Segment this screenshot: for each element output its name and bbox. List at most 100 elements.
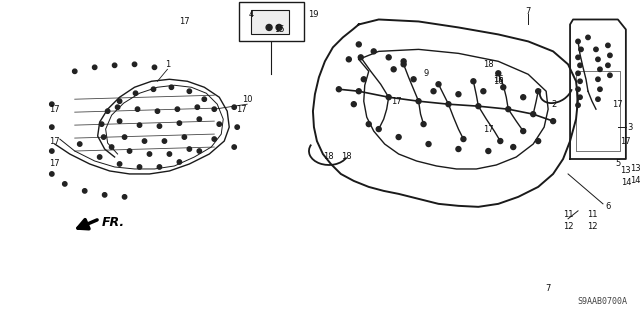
Circle shape bbox=[127, 149, 132, 153]
Circle shape bbox=[232, 105, 236, 109]
Circle shape bbox=[416, 99, 421, 104]
Circle shape bbox=[187, 89, 191, 93]
Circle shape bbox=[401, 59, 406, 64]
Circle shape bbox=[456, 92, 461, 97]
Circle shape bbox=[576, 39, 580, 44]
Circle shape bbox=[142, 139, 147, 143]
Circle shape bbox=[197, 149, 202, 153]
Circle shape bbox=[169, 85, 173, 89]
Circle shape bbox=[446, 102, 451, 107]
Circle shape bbox=[63, 182, 67, 186]
Text: 1: 1 bbox=[165, 60, 170, 69]
Circle shape bbox=[135, 107, 140, 111]
Circle shape bbox=[351, 102, 356, 107]
Circle shape bbox=[151, 87, 156, 92]
Circle shape bbox=[496, 71, 500, 76]
Circle shape bbox=[102, 193, 107, 197]
Text: 18: 18 bbox=[324, 152, 334, 160]
Circle shape bbox=[401, 62, 406, 67]
Circle shape bbox=[202, 97, 207, 101]
Circle shape bbox=[138, 123, 141, 127]
Circle shape bbox=[471, 79, 476, 84]
Circle shape bbox=[608, 53, 612, 57]
Circle shape bbox=[426, 142, 431, 146]
Circle shape bbox=[579, 47, 583, 52]
Circle shape bbox=[376, 127, 381, 132]
Text: 10: 10 bbox=[242, 95, 252, 104]
Circle shape bbox=[212, 107, 216, 111]
Text: 13: 13 bbox=[630, 165, 640, 174]
Circle shape bbox=[163, 139, 166, 143]
Text: 14: 14 bbox=[621, 178, 631, 188]
Circle shape bbox=[356, 42, 361, 47]
Circle shape bbox=[50, 125, 54, 129]
Circle shape bbox=[102, 135, 106, 139]
Text: 14: 14 bbox=[630, 176, 640, 185]
Circle shape bbox=[578, 95, 582, 100]
Circle shape bbox=[122, 135, 127, 139]
Text: 3: 3 bbox=[627, 122, 632, 132]
Circle shape bbox=[266, 25, 272, 30]
Circle shape bbox=[115, 105, 120, 109]
Bar bbox=[251, 10, 289, 34]
Text: 12: 12 bbox=[563, 222, 573, 231]
Text: 12: 12 bbox=[587, 222, 597, 231]
Circle shape bbox=[122, 195, 127, 199]
Circle shape bbox=[177, 160, 182, 164]
Text: 15: 15 bbox=[274, 25, 284, 34]
Text: 17: 17 bbox=[621, 137, 631, 145]
Circle shape bbox=[152, 65, 157, 70]
Circle shape bbox=[436, 82, 441, 87]
Circle shape bbox=[578, 79, 582, 84]
Circle shape bbox=[93, 65, 97, 70]
Circle shape bbox=[386, 95, 391, 100]
Circle shape bbox=[481, 89, 486, 94]
Circle shape bbox=[109, 145, 114, 149]
Circle shape bbox=[106, 109, 110, 113]
Text: 11: 11 bbox=[563, 210, 573, 219]
Text: 17: 17 bbox=[49, 105, 60, 114]
Circle shape bbox=[187, 147, 191, 151]
Circle shape bbox=[50, 172, 54, 176]
Circle shape bbox=[117, 119, 122, 123]
Text: 16: 16 bbox=[493, 75, 504, 84]
Text: 6: 6 bbox=[605, 202, 611, 211]
Circle shape bbox=[521, 95, 525, 100]
Circle shape bbox=[175, 107, 180, 111]
Circle shape bbox=[596, 97, 600, 101]
Circle shape bbox=[486, 149, 491, 153]
Circle shape bbox=[586, 35, 590, 40]
Circle shape bbox=[550, 119, 556, 124]
Circle shape bbox=[511, 145, 516, 150]
Circle shape bbox=[605, 63, 610, 68]
Circle shape bbox=[461, 137, 466, 142]
Circle shape bbox=[337, 87, 341, 92]
Circle shape bbox=[99, 122, 104, 126]
Circle shape bbox=[366, 122, 371, 127]
Text: 2: 2 bbox=[552, 100, 557, 109]
Text: 17: 17 bbox=[179, 17, 189, 26]
Circle shape bbox=[133, 91, 138, 95]
Circle shape bbox=[157, 165, 162, 169]
Circle shape bbox=[182, 135, 187, 139]
Circle shape bbox=[50, 102, 54, 106]
Circle shape bbox=[361, 77, 366, 82]
Text: 17: 17 bbox=[236, 105, 246, 114]
Circle shape bbox=[594, 47, 598, 52]
Circle shape bbox=[531, 112, 536, 117]
Bar bbox=[239, 2, 304, 41]
Text: 16: 16 bbox=[493, 77, 504, 86]
Circle shape bbox=[346, 57, 351, 62]
Text: 19: 19 bbox=[308, 10, 318, 19]
Circle shape bbox=[411, 77, 416, 82]
Circle shape bbox=[596, 77, 600, 81]
Text: 5: 5 bbox=[615, 160, 621, 168]
Circle shape bbox=[536, 89, 541, 94]
Circle shape bbox=[212, 137, 216, 141]
Text: 4: 4 bbox=[248, 10, 254, 19]
Text: 9: 9 bbox=[424, 69, 429, 78]
Circle shape bbox=[605, 43, 610, 48]
Text: 18: 18 bbox=[483, 60, 493, 69]
Circle shape bbox=[195, 105, 200, 109]
Text: 18: 18 bbox=[342, 152, 352, 160]
